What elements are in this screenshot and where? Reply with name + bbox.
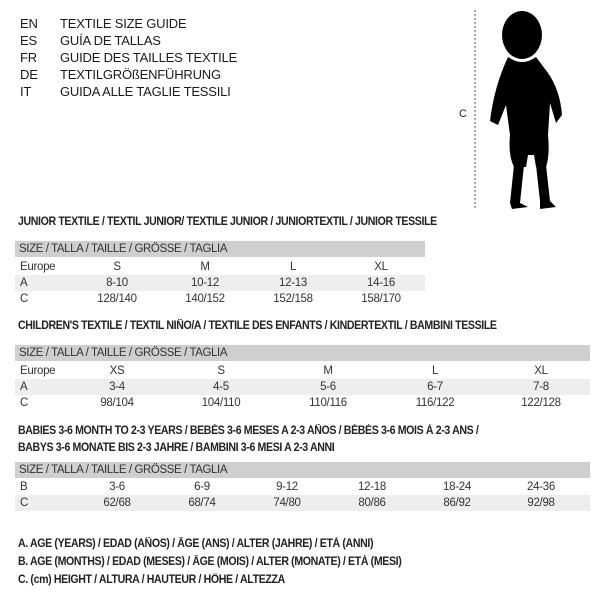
table-header: SIZE / TALLA / TAILLE / GRÖSSE / TAGLIA (15, 345, 590, 361)
table-cell: 80/86 (358, 497, 386, 509)
child-silhouette-icon (490, 11, 562, 209)
row-label: B (20, 481, 28, 493)
lang-title: GUIDE DES TAILLES TEXTILE (60, 50, 238, 65)
table-cell: 68/74 (188, 497, 216, 509)
row-label: Europe (20, 365, 56, 377)
table-cell: S (113, 261, 121, 273)
table-cell: S (217, 365, 225, 377)
table-cell: 6-9 (194, 481, 210, 493)
table-cell: 86/92 (443, 497, 471, 509)
table-cell: 62/68 (103, 497, 131, 509)
table-cell: 4-5 (213, 381, 229, 393)
table-cell: 12-18 (358, 481, 386, 493)
table-cell: 158/170 (361, 293, 401, 305)
junior-title: JUNIOR TEXTILE / TEXTIL JUNIOR/ TEXTILE … (18, 216, 437, 228)
legend-a: A. AGE (YEARS) / EDAD (AÑOS) / ÂGE (ANS)… (18, 538, 374, 550)
table-cell: 152/158 (273, 293, 313, 305)
table-cell: 18-24 (443, 481, 471, 493)
lang-title: GUIDA ALLE TAGLIE TESSILI (60, 84, 231, 99)
row-label: Europe (20, 261, 56, 273)
table-cell: 98/104 (100, 397, 134, 409)
lang-title: GUÍA DE TALLAS (60, 33, 161, 48)
table-row: Europe S M L XL (15, 259, 425, 275)
height-label: C (459, 108, 467, 120)
row-label: C (20, 293, 29, 305)
table-cell: L (431, 365, 439, 377)
lang-title: TEXTILE SIZE GUIDE (60, 16, 187, 31)
babies-title-line1: BABIES 3-6 MONTH TO 2-3 YEARS / BEBÉS 3-… (18, 425, 479, 437)
row-label: A (20, 381, 28, 393)
table-row: C 98/104 104/110 110/116 116/122 122/128 (15, 395, 590, 411)
table-cell: 7-8 (533, 381, 549, 393)
table-cell: 14-16 (367, 277, 395, 289)
table-row: B 3-6 6-9 9-12 12-18 18-24 24-36 (15, 479, 590, 495)
table-row: C 62/68 68/74 74/80 80/86 86/92 92/98 (15, 495, 590, 511)
table-cell: L (289, 261, 297, 273)
lang-code: EN (20, 16, 38, 31)
lang-code: ES (20, 33, 37, 48)
legend-b: B. AGE (MONTHS) / EDAD (MESES) / ÂGE (MO… (18, 556, 402, 568)
lang-code: FR (20, 50, 37, 65)
table-cell: 5-6 (320, 381, 336, 393)
lang-title: TEXTILGRÖßENFÜHRUNG (60, 67, 221, 82)
junior-size-table: SIZE / TALLA / TAILLE / GRÖSSE / TAGLIA … (15, 241, 425, 307)
table-row: A 8-10 10-12 12-13 14-16 (15, 275, 425, 291)
table-cell: 140/152 (185, 293, 225, 305)
table-row: Europe XS S M L XL (15, 363, 590, 379)
child-silhouette-figure (474, 10, 562, 210)
table-cell: 3-4 (109, 381, 125, 393)
lang-code: IT (20, 84, 32, 99)
table-row: C 128/140 140/152 152/158 158/170 (15, 291, 425, 307)
children-size-table: SIZE / TALLA / TAILLE / GRÖSSE / TAGLIA … (15, 345, 590, 411)
row-label: C (20, 497, 29, 509)
table-header: SIZE / TALLA / TAILLE / GRÖSSE / TAGLIA (15, 462, 590, 478)
table-cell: 10-12 (191, 277, 219, 289)
table-cell: XS (109, 365, 125, 377)
legend-c: C. (cm) HEIGHT / ALTURA / HAUTEUR / HÖHE… (18, 574, 285, 586)
babies-size-table: SIZE / TALLA / TAILLE / GRÖSSE / TAGLIA … (15, 462, 590, 511)
table-cell: 8-10 (106, 277, 128, 289)
table-cell: 24-36 (527, 481, 555, 493)
table-cell: M (323, 365, 333, 377)
table-header: SIZE / TALLA / TAILLE / GRÖSSE / TAGLIA (15, 241, 425, 257)
babies-title-line2: BABYS 3-6 MONATE BIS 2-3 JAHRE / BAMBINI… (18, 442, 335, 454)
table-cell: 92/98 (527, 497, 555, 509)
table-cell: 6-7 (427, 381, 443, 393)
table-cell: 74/80 (273, 497, 301, 509)
row-label: A (20, 277, 28, 289)
table-cell: M (200, 261, 210, 273)
table-cell: 104/110 (201, 397, 241, 409)
table-cell: 110/116 (309, 397, 347, 409)
lang-code: DE (20, 67, 38, 82)
table-cell: 9-12 (276, 481, 298, 493)
table-cell: 128/140 (97, 293, 137, 305)
table-cell: XL (374, 261, 388, 273)
children-title: CHILDREN'S TEXTILE / TEXTIL NIÑO/A / TEX… (18, 320, 497, 332)
table-cell: XL (534, 365, 548, 377)
table-row: A 3-4 4-5 5-6 6-7 7-8 (15, 379, 590, 395)
table-cell: 122/128 (521, 397, 561, 409)
table-cell: 3-6 (109, 481, 125, 493)
table-cell: 116/122 (415, 397, 455, 409)
table-cell: 12-13 (279, 277, 307, 289)
row-label: C (20, 397, 29, 409)
